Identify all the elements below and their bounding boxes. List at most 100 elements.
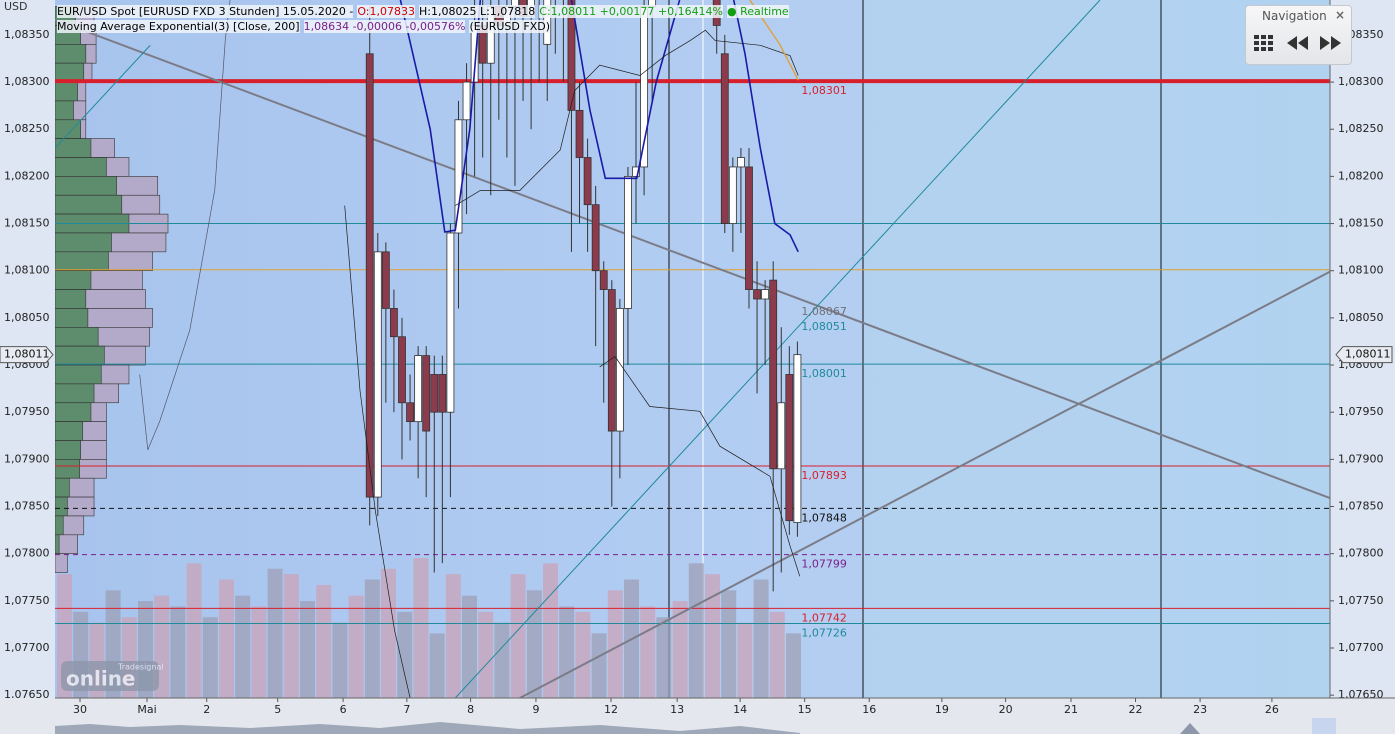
profile-inner <box>55 251 109 272</box>
y-tick-label: 1,08150 <box>1338 217 1384 230</box>
volume-bar <box>786 633 801 698</box>
scroll-thumb[interactable] <box>1312 718 1336 734</box>
x-tick-label: 26 <box>1265 703 1279 716</box>
logo-big: online <box>66 667 136 691</box>
trend-line <box>55 18 1330 499</box>
grid-icon[interactable] <box>1254 35 1273 51</box>
candle-body <box>599 270 608 290</box>
legend-text: H:1,08025 L:1,07818 <box>418 5 536 18</box>
x-tick-label: Mai <box>137 703 156 716</box>
volume-bar <box>737 622 753 698</box>
profile-inner <box>55 402 92 422</box>
volume-bar <box>364 579 380 698</box>
y-tick-label: 1,07700 <box>1338 641 1384 654</box>
legend-text: O:1,07833 <box>357 5 415 18</box>
volume-bar <box>591 633 607 698</box>
x-tick-label: 15 <box>798 703 812 716</box>
y-tick-label: 1,07700 <box>4 641 50 654</box>
axis-layer: 1,083501,083501,083001,083001,082501,082… <box>0 0 1393 701</box>
x-tick-label: 20 <box>999 703 1013 716</box>
candle-body <box>591 204 600 272</box>
candle-body <box>769 279 778 470</box>
volume-bar <box>235 595 251 698</box>
level-label: 1,08301 <box>801 84 847 97</box>
candle-body <box>446 232 455 413</box>
candle-body <box>381 251 390 309</box>
profile-inner <box>55 515 64 536</box>
trend-line <box>519 270 1330 698</box>
back-icon[interactable] <box>1287 36 1308 50</box>
volume-bar <box>543 563 558 698</box>
y-tick-label: 1,07750 <box>4 594 50 607</box>
x-tick-label: 6 <box>340 703 347 716</box>
profile-inner <box>55 345 105 366</box>
candle-body <box>607 289 616 432</box>
profile-inner <box>55 421 84 441</box>
level-label: 1,07893 <box>801 469 847 482</box>
x-tick-label: 7 <box>403 703 410 716</box>
candle-body <box>785 374 794 522</box>
volume-bar <box>705 574 720 698</box>
y-tick-label: 1,08050 <box>4 311 50 324</box>
price-tag-label: 1,08011 <box>4 348 50 361</box>
volume-bar <box>478 611 494 698</box>
navigation-title: Navigation <box>1262 9 1327 23</box>
x-tick-label: 12 <box>604 703 618 716</box>
y-tick-label: 1,07650 <box>4 688 50 701</box>
profile-inner <box>55 81 78 102</box>
legend-line: Moving Average Exponential(3) [Close, 20… <box>57 19 793 34</box>
price-tag-label: 1,08011 <box>1345 348 1391 361</box>
close-button[interactable]: × <box>1334 8 1345 22</box>
candle-body <box>365 53 374 498</box>
legend-text: EUR/USD Spot [EURUSD FXD 3 Stunden] 15.0… <box>57 5 354 18</box>
y-tick-label: 1,07950 <box>4 405 50 418</box>
volume-bar <box>559 606 575 698</box>
x-tick-label: 2 <box>203 703 210 716</box>
forward-icon[interactable] <box>1320 36 1341 50</box>
legend-text: Moving Average Exponential(3) [Close, 20… <box>57 20 300 33</box>
y-tick-label: 1,07900 <box>1338 452 1384 465</box>
logo: Tradesignal online <box>61 661 164 691</box>
profile-inner <box>55 308 89 328</box>
y-tick-label: 1,07800 <box>4 547 50 560</box>
volume-bar <box>381 568 396 698</box>
volume-bar <box>510 574 526 698</box>
volume-bar <box>429 633 445 698</box>
profile-inner <box>55 459 80 479</box>
candle-body <box>462 81 471 121</box>
candle-body <box>615 308 624 432</box>
candle-body <box>728 166 737 224</box>
legend-text: 1,08634 -0,00006 -0,00576% <box>303 20 466 33</box>
legend-line: EUR/USD Spot [EURUSD FXD 3 Stunden] 15.0… <box>57 4 793 19</box>
volume-bar <box>202 617 218 698</box>
x-tick-label: 5 <box>274 703 281 716</box>
overview-strip <box>55 722 800 734</box>
volume-bar <box>462 595 477 698</box>
candle-body <box>632 166 640 177</box>
y-tick-label: 1,08200 <box>1338 169 1384 182</box>
y-tick-label: 1,08300 <box>1338 75 1384 88</box>
y-tick-label: 1,08350 <box>4 28 50 41</box>
volume-bar <box>753 579 769 698</box>
y-tick-label: 1,07850 <box>4 500 50 513</box>
candle-body <box>583 157 592 206</box>
indicator-line <box>399 0 799 253</box>
profile-inner <box>55 194 123 215</box>
price-tag <box>0 346 54 364</box>
logo-badge <box>61 661 159 691</box>
volume-bar <box>300 601 315 698</box>
profile-outer <box>55 553 68 573</box>
legend-text: ● Realtime <box>727 5 789 18</box>
y-tick-label: 1,08100 <box>1338 264 1384 277</box>
profile-inner <box>55 496 68 517</box>
profile-inner <box>55 232 112 253</box>
level-label: 1,08051 <box>801 320 847 333</box>
back-layer <box>55 0 1330 698</box>
volume-bar <box>251 606 267 698</box>
y-tick-label: 1,07900 <box>4 452 50 465</box>
level-label: 1,08001 <box>801 367 847 380</box>
candle-body <box>793 354 802 523</box>
overview-marker <box>1180 723 1200 734</box>
currency-label: USD <box>4 0 28 13</box>
future-zone <box>863 0 1330 698</box>
